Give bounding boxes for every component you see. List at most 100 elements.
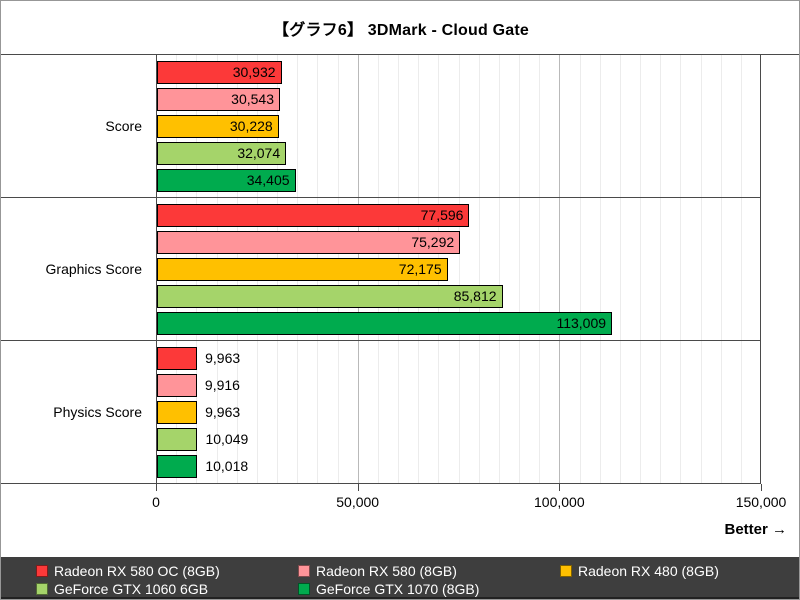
category-label: Physics Score (53, 404, 142, 420)
bar-cluster: 9,963 9,916 9,963 10,049 10,018 (157, 341, 761, 483)
bar-row: 9,963 (157, 346, 761, 370)
category-groups: Score 30,932 30,543 30,228 32,074 34,405 Graph… (1, 55, 761, 484)
minor-gridline (599, 55, 601, 484)
chart-title: 【グラフ6】 3DMark - Cloud Gate (273, 21, 529, 39)
bar: 85,812 (157, 284, 503, 308)
x-axis-tick-label: 50,000 (336, 494, 380, 510)
x-axis: 0 50,000 100,000 150,000 (1, 484, 799, 514)
bar: 75,292 (157, 230, 461, 254)
legend-item-label: Radeon RX 580 OC (8GB) (54, 562, 220, 579)
x-axis-tick (761, 484, 762, 491)
bar-value-label: 30,543 (231, 91, 274, 107)
bar-row: 77,596 (157, 203, 761, 227)
minor-gridline (700, 55, 702, 484)
bar-row: 9,916 (157, 373, 761, 397)
minor-gridline (519, 55, 520, 484)
bar-value-label: 85,812 (453, 288, 497, 304)
legend-item-label: Radeon RX 480 (8GB) (578, 562, 719, 579)
bar: 9,963 (157, 400, 240, 424)
bar-value-label: 32,074 (237, 145, 281, 161)
minor-gridline (539, 55, 541, 484)
bar-value-label: 34,405 (246, 172, 290, 188)
minor-gridline (498, 55, 500, 484)
minor-gridline (740, 55, 742, 484)
minor-gridline (660, 55, 662, 484)
x-axis-tick-label: 0 (152, 494, 160, 510)
legend-item: Radeon RX 580 OC (8GB) (36, 562, 220, 579)
minor-gridline (640, 55, 641, 484)
x-axis-tick (559, 484, 561, 491)
bar: 10,049 (157, 427, 248, 451)
bar-value-label: 113,009 (556, 315, 607, 331)
minor-gridline (680, 55, 682, 484)
bar-row: 85,812 (157, 284, 761, 308)
legend-swatch (36, 564, 48, 577)
x-axis-tick-label: 150,000 (735, 494, 787, 510)
minor-gridline (579, 55, 581, 484)
bar-row: 75,292 (157, 230, 761, 254)
category-group: Graphics Score 77,596 75,292 72,175 85,812 11… (1, 198, 761, 341)
bar-value-label: 9,916 (204, 377, 240, 393)
x-axis-tick (357, 484, 359, 491)
bar: 30,543 (157, 87, 280, 111)
legend-item-label: GeForce GTX 1060 6GB (54, 580, 209, 597)
legend: Radeon RX 580 OC (8GB) Radeon RX 580 (8GB… (1, 557, 799, 599)
bar-value-label: 10,018 (205, 458, 249, 474)
bar-row: 10,049 (157, 427, 761, 451)
bar: 113,009 (157, 311, 613, 335)
bar-row: 30,543 (157, 87, 761, 111)
bar: 32,074 (157, 141, 287, 165)
x-axis-tick-label: 100,000 (534, 494, 585, 510)
legend-item: GeForce GTX 1060 6GB (36, 580, 208, 597)
bar-value-label: 75,292 (411, 234, 455, 250)
bar-row: 34,405 (157, 168, 761, 192)
bar: 77,596 (157, 203, 470, 227)
minor-gridline (720, 55, 722, 484)
bar-row: 113,009 (157, 311, 761, 335)
bar-row: 32,074 (157, 141, 761, 165)
minor-gridline (458, 55, 460, 484)
legend-item: GeForce GTX 1070 (8GB) (298, 580, 479, 597)
plot-left-border (156, 55, 157, 484)
plot-area: Score 30,932 30,543 30,228 32,074 34,405 Graph… (1, 55, 761, 484)
minor-gridline (478, 55, 480, 484)
better-arrow-label: Better → (724, 521, 787, 538)
bar-row: 72,175 (157, 257, 761, 281)
bar-value-label: 30,228 (229, 118, 273, 134)
category-label: Score (105, 118, 142, 134)
minor-gridline (619, 55, 621, 484)
bar-value-label: 30,932 (232, 64, 276, 80)
bar: 9,916 (157, 373, 240, 397)
x-axis-tick (156, 484, 157, 491)
bar: 10,018 (157, 454, 248, 478)
legend-swatch (298, 582, 310, 595)
bar: 34,405 (157, 168, 296, 192)
legend-swatch (560, 564, 572, 577)
title-bar: 【グラフ6】 3DMark - Cloud Gate (1, 1, 799, 55)
bar-value-label: 72,175 (398, 261, 442, 277)
bar: 30,932 (157, 60, 282, 84)
bar: 9,963 (157, 346, 240, 370)
bar-cluster: 30,932 30,543 30,228 32,074 34,405 (157, 55, 761, 197)
bar-cluster: 77,596 75,292 72,175 85,812 113,009 (157, 198, 761, 340)
category-label: Graphics Score (45, 261, 142, 277)
bar-row: 10,018 (157, 454, 761, 478)
bar: 30,228 (157, 114, 279, 138)
bar-value-label: 10,049 (205, 431, 249, 447)
legend-item-label: GeForce GTX 1070 (8GB) (316, 580, 480, 597)
category-group: Physics Score 9,963 9,916 9,963 10,049 10,018 (1, 341, 761, 484)
legend-item-label: Radeon RX 580 (8GB) (316, 562, 457, 579)
legend-item: Radeon RX 480 (8GB) (560, 562, 719, 579)
bar-value-label: 9,963 (205, 350, 241, 366)
bar-row: 30,228 (157, 114, 761, 138)
plot-right-border (760, 55, 761, 484)
bar-row: 30,932 (157, 60, 761, 84)
bar: 72,175 (157, 257, 448, 281)
legend-swatch (298, 564, 310, 577)
legend-item: Radeon RX 580 (8GB) (298, 562, 457, 579)
major-gridline (559, 55, 561, 484)
bar-value-label: 77,596 (420, 207, 464, 223)
category-group: Score 30,932 30,543 30,228 32,074 34,405 (1, 55, 761, 198)
bar-value-label: 9,963 (205, 404, 241, 420)
